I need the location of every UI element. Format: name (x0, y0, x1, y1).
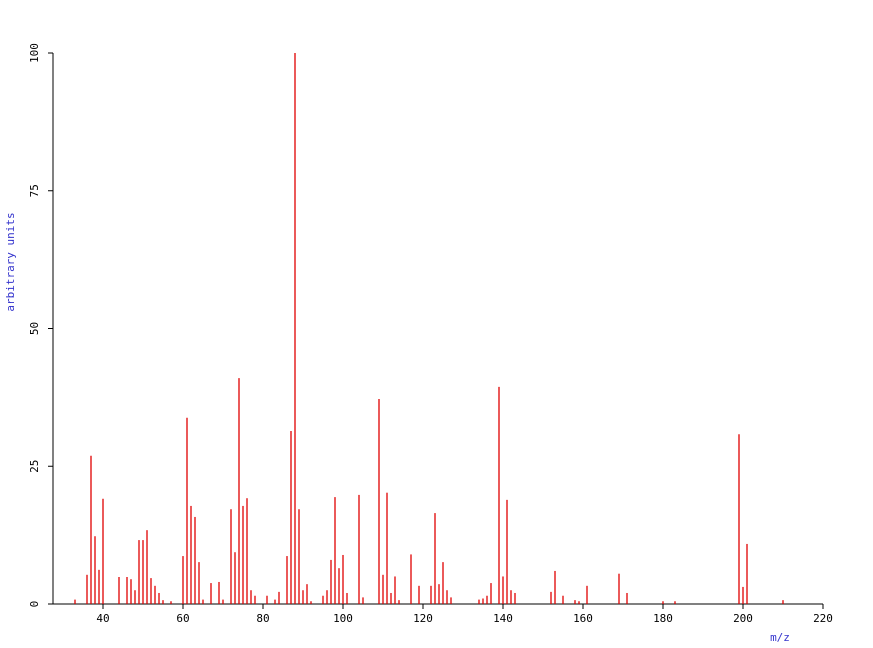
x-tick-label: 80 (256, 612, 269, 625)
y-tick-label: 25 (28, 460, 41, 473)
x-tick-label: 40 (96, 612, 109, 625)
x-tick-label: 100 (333, 612, 353, 625)
x-tick-label: 120 (413, 612, 433, 625)
y-tick-label: 50 (28, 322, 41, 335)
y-tick-label: 75 (28, 184, 41, 197)
x-tick-label: 140 (493, 612, 513, 625)
y-tick-label: 0 (28, 601, 41, 608)
x-axis-label: m/z (770, 631, 790, 644)
y-tick-label: 100 (28, 43, 41, 63)
x-tick-label: 60 (176, 612, 189, 625)
x-tick-label: 200 (733, 612, 753, 625)
x-tick-label: 180 (653, 612, 673, 625)
x-tick-label: 220 (813, 612, 833, 625)
x-tick-label: 160 (573, 612, 593, 625)
y-axis-label: arbitrary units (4, 212, 17, 311)
